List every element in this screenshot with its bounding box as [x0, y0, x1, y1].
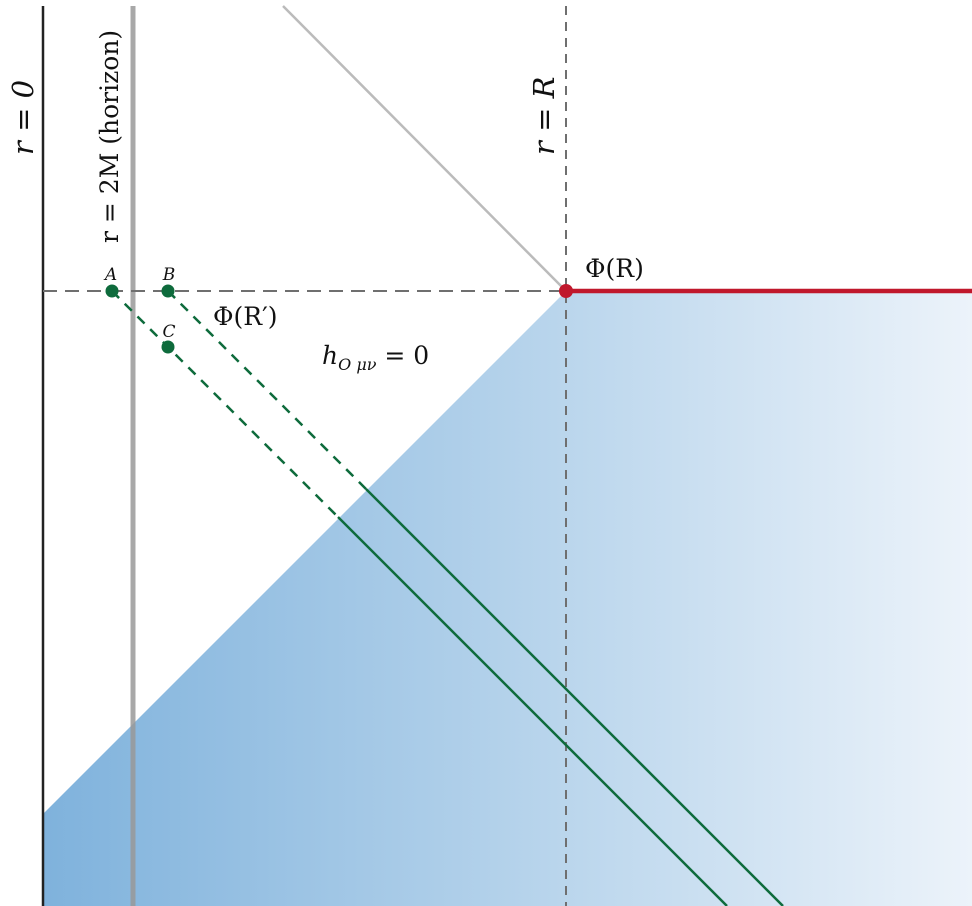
- point-A-dot: [105, 284, 119, 298]
- h-subscript: O μν: [338, 355, 377, 374]
- point-C-label: C: [162, 322, 175, 342]
- r-R-label: r = R: [527, 77, 561, 155]
- point-B-label: B: [162, 265, 176, 285]
- phi-R-label: Φ(R): [585, 254, 644, 283]
- r-zero-label: r = 0: [6, 80, 40, 155]
- h-symbol: h: [322, 341, 338, 370]
- ray-B-solid: [365, 488, 784, 906]
- r-horizon-label: r = 2M (horizon): [95, 30, 124, 243]
- ray-A-solid: [337, 516, 728, 906]
- point-A-label: A: [103, 265, 117, 285]
- point-R-dot: [559, 284, 573, 298]
- h-rhs: = 0: [376, 341, 429, 370]
- phi-R-prime-label: Φ(R′): [213, 302, 278, 331]
- point-C-dot: [161, 340, 175, 354]
- shaded-region: [43, 291, 972, 906]
- h-zero-label: hO μν = 0: [322, 341, 429, 374]
- point-B-dot: [161, 284, 175, 298]
- light-ray-line: [282, 5, 567, 292]
